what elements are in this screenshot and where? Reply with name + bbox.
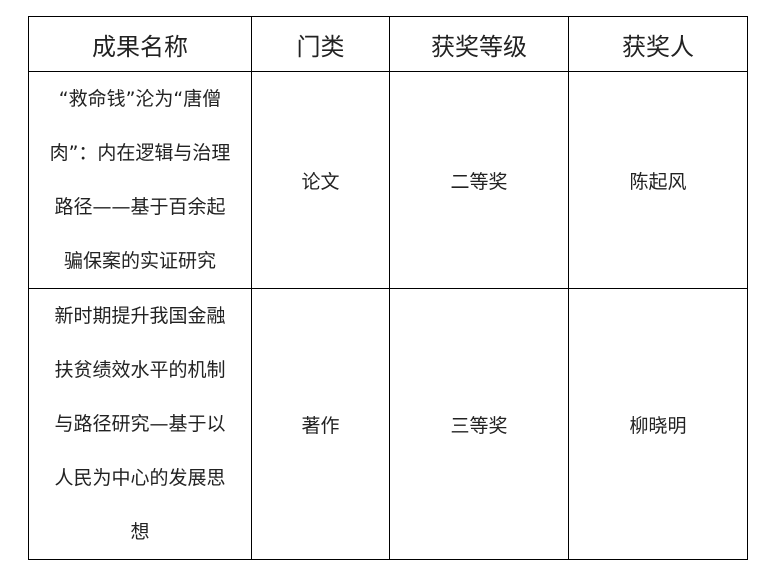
cell-winner: 柳晓明 (568, 288, 748, 560)
title-line: 与路径研究—基于以 (54, 413, 226, 435)
cell-title: “救命钱”沦为“唐僧 肉”：内在逻辑与治理 路径——基于百余起 骗保案的实证研究 (28, 71, 252, 289)
table-row: 新时期提升我国金融 扶贫绩效水平的机制 与路径研究—基于以 人民为中心的发展思 … (28, 288, 748, 560)
title-line: “救命钱”沦为“唐僧 (58, 88, 222, 110)
cell-category: 著作 (251, 288, 390, 560)
cell-winner: 陈起风 (568, 71, 748, 289)
header-title: 成果名称 (28, 16, 252, 72)
cell-award-level: 三等奖 (389, 288, 569, 560)
cell-title: 新时期提升我国金融 扶贫绩效水平的机制 与路径研究—基于以 人民为中心的发展思 … (28, 288, 252, 560)
header-category: 门类 (251, 16, 390, 72)
header-winner: 获奖人 (568, 16, 748, 72)
title-line: 人民为中心的发展思 (54, 467, 226, 489)
title-line: 扶贫绩效水平的机制 (54, 359, 226, 381)
awards-table: 成果名称 门类 获奖等级 获奖人 “救命钱”沦为“唐僧 肉”：内在逻辑与治理 路… (28, 16, 748, 560)
table-header-row: 成果名称 门类 获奖等级 获奖人 (28, 16, 748, 72)
title-line: 骗保案的实证研究 (63, 250, 216, 272)
title-line: 路径——基于百余起 (54, 196, 226, 218)
title-line: 新时期提升我国金融 (54, 305, 226, 327)
cell-category: 论文 (251, 71, 390, 289)
table-row: “救命钱”沦为“唐僧 肉”：内在逻辑与治理 路径——基于百余起 骗保案的实证研究… (28, 71, 748, 289)
cell-award-level: 二等奖 (389, 71, 569, 289)
header-award-level: 获奖等级 (389, 16, 569, 72)
title-line: 想 (130, 521, 150, 543)
title-line: 肉”：内在逻辑与治理 (49, 142, 231, 164)
